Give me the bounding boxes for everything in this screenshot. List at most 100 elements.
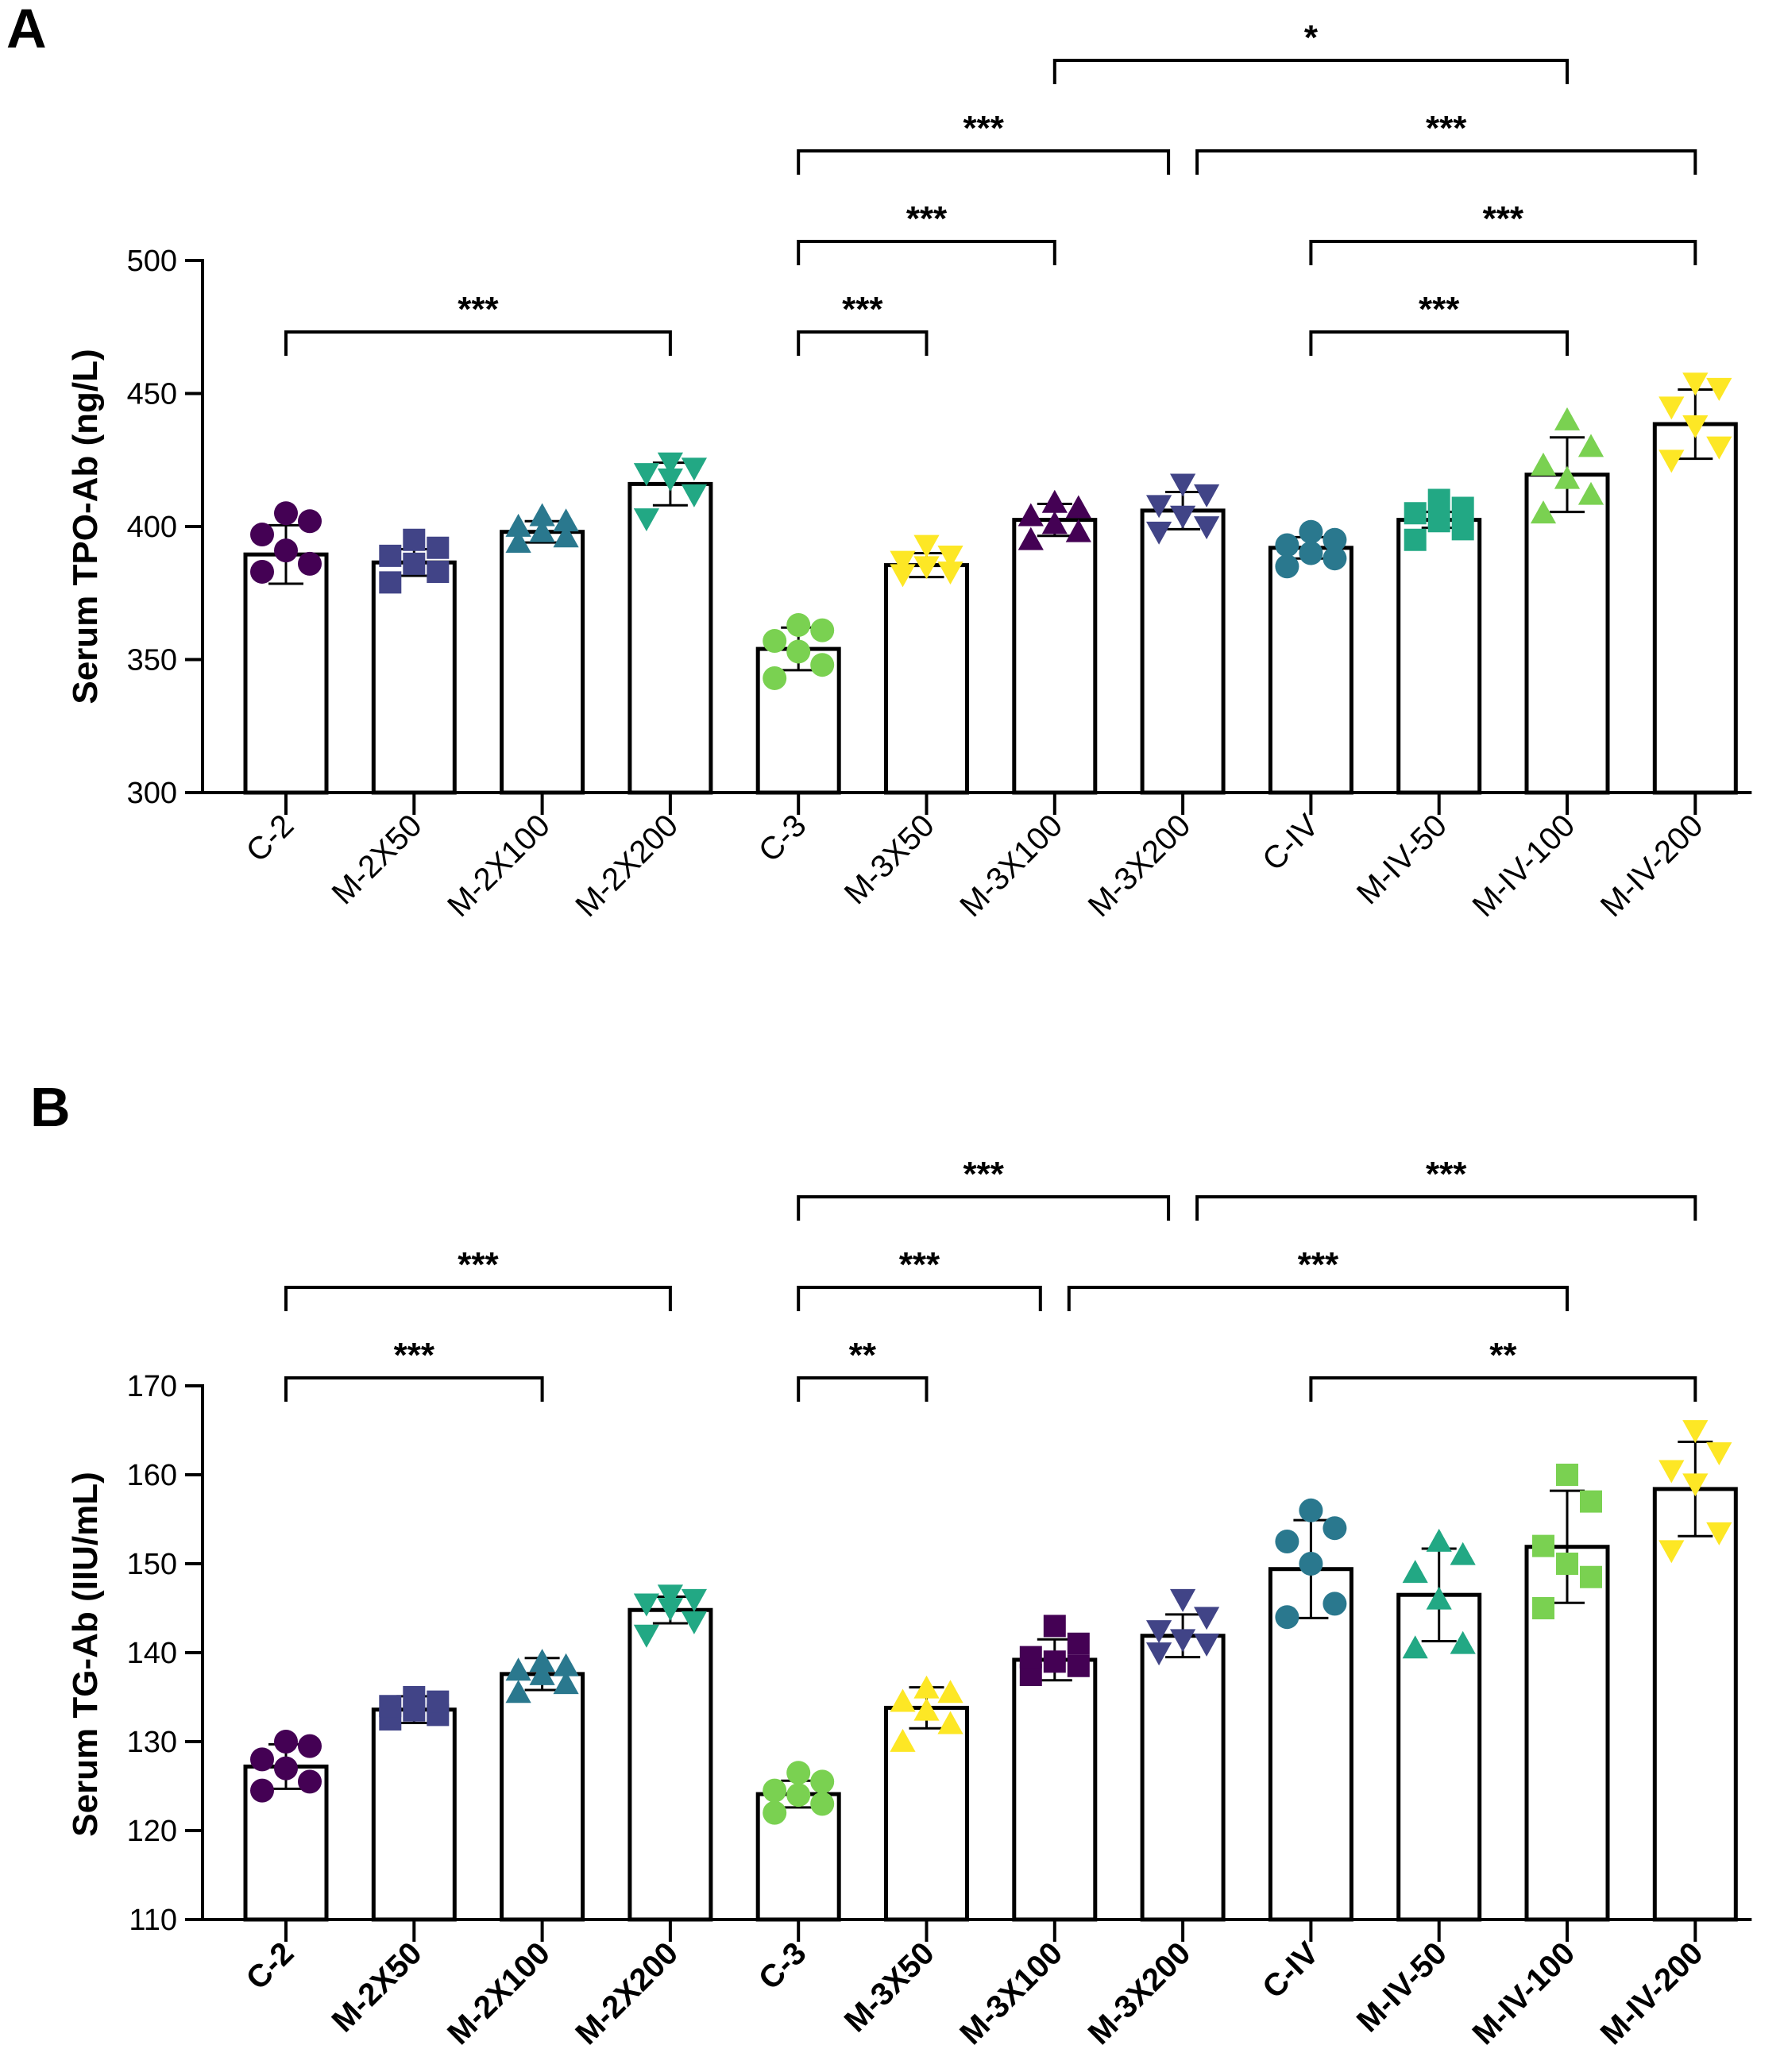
y-tick-label-b: 120 — [127, 1815, 177, 1848]
data-point-b — [529, 1649, 555, 1673]
significance-label-b: *** — [899, 1245, 940, 1284]
x-tick-label-b: C-2 — [240, 1935, 301, 1997]
data-point-b — [1532, 1534, 1554, 1557]
data-point-b — [298, 1734, 322, 1758]
data-point-a — [1170, 505, 1196, 529]
x-tick-label-b: M-IV-200 — [1594, 1935, 1710, 2051]
data-point-b — [505, 1657, 531, 1681]
significance-bracket-b — [1067, 1286, 1569, 1311]
y-tick-label-a: 450 — [127, 378, 177, 411]
data-point-a — [810, 653, 835, 677]
significance-bracket-a — [284, 330, 672, 356]
data-point-a — [403, 552, 426, 575]
data-point-b — [763, 1800, 787, 1825]
data-point-b — [427, 1690, 450, 1713]
significance-label-a: *** — [906, 199, 948, 238]
x-tick-label-a: M-2X100 — [441, 808, 557, 924]
data-point-b — [1580, 1565, 1602, 1588]
data-point-a — [1554, 407, 1581, 430]
x-tick-label-a: M-2X200 — [569, 808, 685, 924]
data-point-a — [890, 564, 916, 588]
significance-label-a: *** — [1483, 199, 1524, 238]
significance-label-b: *** — [1426, 1155, 1467, 1194]
x-tick-label-b: M-2X200 — [569, 1935, 685, 2051]
data-point-a — [298, 509, 322, 534]
y-axis-label-b: Serum TG-Ab (IIU/mL) — [66, 1472, 105, 1837]
x-tick-label-a: M-IV-100 — [1465, 808, 1581, 924]
significance-label-a: *** — [1426, 109, 1467, 148]
data-point-a — [1017, 527, 1044, 550]
data-point-a — [529, 519, 555, 542]
data-point-a — [1194, 484, 1220, 507]
data-point-a — [1041, 489, 1068, 513]
data-point-b — [810, 1769, 835, 1794]
data-point-a — [633, 508, 659, 532]
data-point-a — [553, 524, 579, 548]
data-point-a — [1530, 452, 1557, 476]
data-point-b — [890, 1688, 916, 1712]
bar-a — [1652, 422, 1738, 795]
data-point-b — [657, 1598, 683, 1622]
significance-bracket-b — [1195, 1195, 1697, 1221]
data-point-b — [1426, 1586, 1452, 1610]
data-point-b — [553, 1653, 579, 1677]
data-point-b — [1402, 1560, 1428, 1584]
significance-bracket-a — [1309, 330, 1569, 356]
x-tick-label-a: C-3 — [752, 808, 813, 869]
data-point-a — [1017, 503, 1044, 527]
significance-label-a: * — [1304, 18, 1319, 57]
significance-label-b: ** — [1489, 1336, 1517, 1375]
data-point-a — [274, 501, 298, 526]
data-point-a — [1275, 533, 1299, 558]
significance-label-a: *** — [458, 290, 499, 329]
data-point-a — [274, 538, 298, 563]
bar-b — [627, 1607, 713, 1922]
data-point-b — [379, 1695, 402, 1718]
y-tick-label-b: 140 — [127, 1637, 177, 1670]
data-point-a — [1065, 519, 1091, 542]
data-point-a — [1194, 516, 1220, 540]
data-point-a — [913, 534, 940, 558]
data-point-b — [913, 1675, 940, 1699]
data-point-a — [1170, 473, 1196, 497]
data-point-a — [1323, 546, 1347, 571]
bar-a — [1396, 518, 1482, 795]
data-point-a — [427, 536, 450, 559]
y-axis-label-a: Serum TPO-Ab (ng/L) — [66, 349, 105, 704]
data-point-b — [1299, 1498, 1323, 1522]
data-point-a — [1706, 377, 1732, 401]
data-point-b — [913, 1697, 940, 1721]
data-point-b — [1706, 1442, 1732, 1466]
bar-a — [1524, 473, 1610, 795]
x-tick-label-b: M-IV-100 — [1465, 1935, 1581, 2051]
data-point-a — [553, 508, 579, 532]
data-point-a — [657, 468, 683, 492]
bar-b — [1012, 1657, 1098, 1922]
panel-b: B Serum TG-Ab (IIU/mL) 110 120 130 140 150 16… — [30, 1076, 1752, 2051]
data-point-a — [633, 463, 659, 487]
data-point-b — [274, 1756, 298, 1781]
data-point-b — [1194, 1633, 1220, 1657]
x-tick-label-b: M-3X50 — [838, 1935, 941, 2039]
data-point-a — [1554, 465, 1581, 489]
data-point-b — [1043, 1615, 1066, 1638]
data-point-a — [505, 530, 531, 553]
bar-a — [627, 481, 713, 795]
data-point-a — [1323, 527, 1347, 552]
x-tick-label-a: M-IV-50 — [1350, 808, 1454, 911]
y-tick-label-b: 170 — [127, 1370, 177, 1403]
data-point-a — [1577, 434, 1604, 457]
x-tick-label-a: M-3X200 — [1082, 808, 1198, 924]
data-point-a — [1065, 495, 1091, 519]
data-point-a — [1682, 372, 1709, 396]
data-point-b — [1426, 1528, 1452, 1552]
data-point-a — [1577, 481, 1604, 505]
data-point-b — [403, 1686, 426, 1708]
significance-bracket-a — [797, 240, 1056, 265]
data-point-b — [763, 1778, 787, 1803]
data-point-a — [890, 550, 916, 574]
data-point-b — [1450, 1541, 1476, 1565]
data-point-b — [1532, 1597, 1554, 1619]
panel-letter-a: A — [6, 0, 47, 60]
